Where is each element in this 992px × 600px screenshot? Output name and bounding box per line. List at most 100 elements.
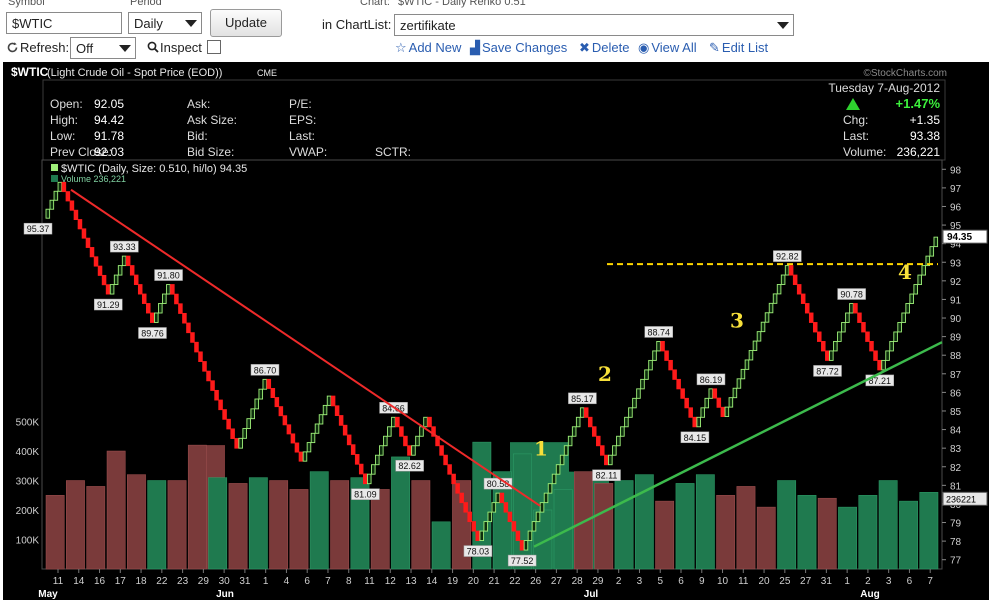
renko-brick	[407, 445, 412, 456]
price-tick-label: 97	[950, 184, 962, 195]
x-tick-label: 27	[551, 576, 563, 587]
x-tick-label: 30	[219, 576, 231, 587]
swing-label: 82.11	[592, 469, 621, 481]
swing-label-box	[154, 269, 183, 281]
swing-label-text: 86.19	[700, 375, 723, 385]
renko-brick	[93, 256, 99, 267]
swing-label-box	[568, 392, 597, 405]
renko-brick	[877, 359, 882, 371]
x-tick-label: 27	[800, 576, 812, 587]
swing-label: 86.19	[696, 373, 726, 386]
legend-swatch	[51, 164, 58, 171]
period-select[interactable]: Daily	[128, 12, 202, 34]
renko-brick	[362, 473, 368, 485]
volume-bar	[817, 497, 837, 570]
renko-brick	[849, 303, 854, 314]
symbol-label: Symbol	[8, 0, 45, 8]
renko-brick	[845, 312, 850, 323]
quote-value: 92.05	[94, 97, 124, 111]
swing-label-text: 82.62	[398, 461, 421, 471]
renko-brick	[101, 274, 107, 286]
swing-label-text: 77.52	[511, 556, 534, 566]
renko-brick	[780, 274, 786, 285]
x-tick-label: 29	[198, 576, 210, 587]
volume-bar	[45, 495, 65, 570]
renko-brick	[873, 350, 878, 361]
renko-brick	[423, 416, 428, 428]
renko-brick	[463, 502, 468, 513]
renko-brick	[447, 464, 452, 475]
uptrend-line	[533, 341, 943, 548]
renko-brick	[612, 445, 617, 456]
volume-bar	[797, 495, 817, 570]
x-tick-label: 6	[907, 576, 913, 587]
renko-brick	[620, 426, 625, 437]
symbol-input[interactable]: $WTIC	[6, 12, 122, 34]
price-tick-label: 87	[950, 370, 962, 381]
volume-bar	[228, 483, 248, 570]
save-changes-link[interactable]: ▟ Save Changes	[470, 40, 567, 56]
volume-tick-label: 100K	[16, 536, 40, 547]
edit-list-link[interactable]: ✎ Edit List	[709, 40, 768, 56]
swing-label-text: 82.11	[596, 471, 618, 481]
renko-brick	[688, 407, 693, 418]
swing-label: 87.72	[813, 365, 842, 377]
swing-label: 85.17	[568, 392, 597, 405]
chart-toolbar: Symbol Period Chart: $WTIC - Daily Renko…	[0, 0, 992, 62]
price-tick-label: 86	[950, 388, 962, 399]
swing-label: 77.52	[507, 554, 537, 567]
arrow-up-icon	[846, 98, 860, 110]
renko-brick	[539, 502, 545, 513]
renko-brick	[246, 418, 251, 429]
renko-brick	[825, 350, 830, 361]
chart-watermark: ©StockCharts.com	[863, 68, 947, 79]
volume-bar	[127, 474, 146, 570]
swing-label: 81.09	[351, 488, 380, 500]
renko-brick	[411, 445, 416, 456]
volume-bar	[553, 489, 573, 570]
wave-label: 2	[598, 362, 612, 386]
chartlist-select[interactable]: zertifikate	[394, 14, 794, 36]
renko-brick	[326, 395, 332, 406]
renko-brick	[600, 445, 605, 456]
swing-label: 91.29	[94, 298, 123, 311]
renko-brick	[768, 302, 774, 314]
renko-brick	[125, 255, 131, 267]
renko-brick	[596, 435, 601, 447]
view-all-link[interactable]: ◉ View All	[638, 40, 697, 56]
add-new-link[interactable]: ☆ Add New	[395, 40, 461, 56]
renko-brick	[455, 483, 460, 494]
x-tick-label: 2	[865, 576, 871, 587]
volume-bar	[391, 456, 410, 570]
chart-name-label: Chart:	[360, 0, 390, 8]
renko-brick	[531, 521, 537, 532]
volume-bar	[919, 492, 939, 570]
volume-bar	[147, 480, 167, 570]
delete-label: Delete	[591, 40, 630, 55]
x-tick-label: 3	[637, 576, 643, 587]
renko-brick	[523, 540, 529, 551]
volume-tick-label: 300K	[16, 477, 40, 488]
quote-label: Last:	[289, 129, 315, 143]
renko-brick	[306, 442, 312, 453]
renko-brick	[334, 405, 340, 417]
renko-chart[interactable]: $WTIC(Light Crude Oil - Spot Price (EOD)…	[3, 62, 989, 600]
renko-brick	[154, 312, 159, 323]
chevron-down-icon	[777, 22, 789, 29]
quote-change-pct: +1.47%	[896, 96, 941, 111]
swing-label-text: 78.03	[467, 547, 490, 557]
renko-brick	[664, 350, 669, 361]
renko-brick	[632, 397, 637, 409]
renko-brick	[792, 274, 798, 286]
renko-brick	[475, 530, 480, 542]
update-button[interactable]: Update	[210, 9, 282, 37]
volume-bar	[675, 483, 695, 570]
refresh-select[interactable]: Off	[70, 37, 136, 59]
delete-link[interactable]: ✖ Delete	[579, 40, 629, 56]
inspect-checkbox[interactable]	[207, 40, 221, 54]
renko-brick	[527, 530, 533, 542]
swing-label-box	[250, 364, 280, 376]
volume-bar	[411, 480, 431, 570]
swing-label-box	[592, 469, 621, 481]
renko-brick	[162, 293, 167, 304]
